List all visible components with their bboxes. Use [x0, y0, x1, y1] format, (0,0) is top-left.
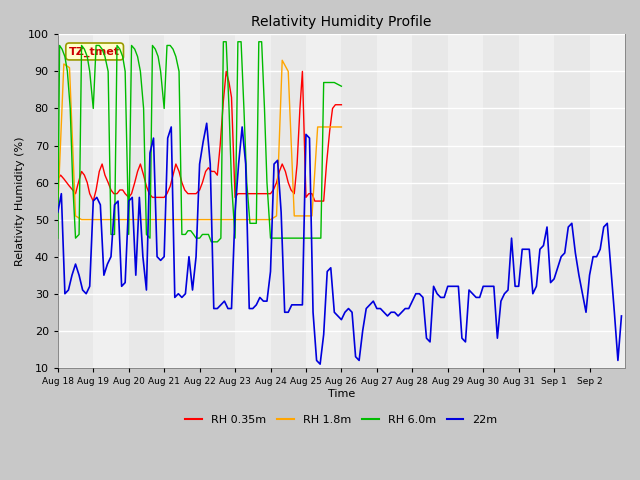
Legend: RH 0.35m, RH 1.8m, RH 6.0m, 22m: RH 0.35m, RH 1.8m, RH 6.0m, 22m	[181, 410, 502, 429]
Bar	[235, 35, 271, 368]
Bar	[412, 35, 448, 368]
Bar	[93, 35, 129, 368]
Bar	[341, 35, 377, 368]
Bar	[377, 35, 412, 368]
Bar	[200, 35, 235, 368]
Bar	[589, 35, 625, 368]
Bar	[306, 35, 341, 368]
X-axis label: Time: Time	[328, 389, 355, 399]
Text: TZ_tmet: TZ_tmet	[69, 47, 120, 57]
Bar	[483, 35, 518, 368]
Y-axis label: Relativity Humidity (%): Relativity Humidity (%)	[15, 136, 25, 266]
Title: Relativity Humidity Profile: Relativity Humidity Profile	[252, 15, 431, 29]
Bar	[58, 35, 93, 368]
Bar	[554, 35, 589, 368]
Bar	[518, 35, 554, 368]
Bar	[129, 35, 164, 368]
Bar	[448, 35, 483, 368]
Bar	[271, 35, 306, 368]
Bar	[164, 35, 200, 368]
